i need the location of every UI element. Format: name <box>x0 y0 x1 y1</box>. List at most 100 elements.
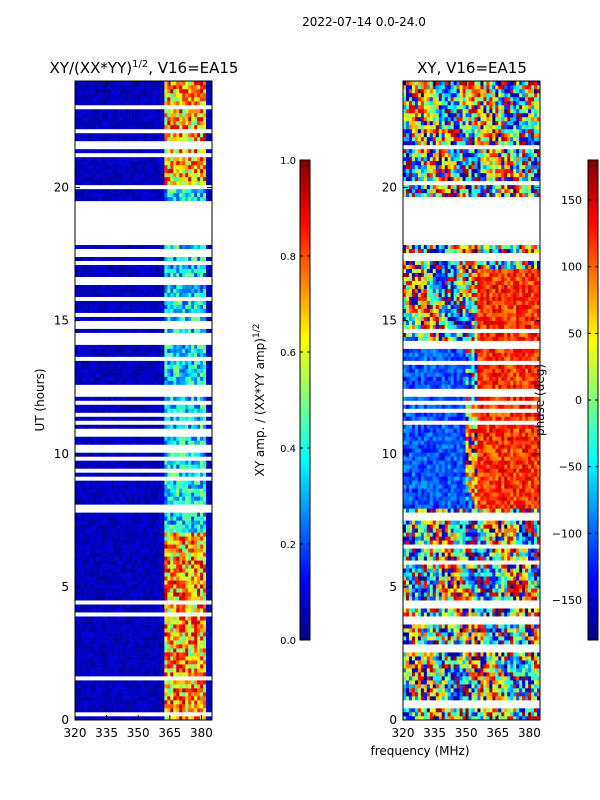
heatmap-cell <box>98 168 103 174</box>
heatmap-cell <box>143 604 147 609</box>
heatmap-cell <box>113 556 117 561</box>
heatmap-cell <box>116 364 120 369</box>
heatmap-cell <box>107 172 112 178</box>
heatmap-cell <box>209 256 213 262</box>
heatmap-cell <box>125 176 129 182</box>
heatmap-cell <box>113 524 117 529</box>
heatmap-gap-row <box>75 212 212 218</box>
heatmap-cell <box>95 484 100 489</box>
heatmap-cell <box>86 148 91 154</box>
heatmap-cell <box>98 556 103 561</box>
heatmap-cell <box>191 344 195 349</box>
heatmap-cell <box>134 396 138 401</box>
heatmap-cell <box>158 256 162 262</box>
heatmap-cell <box>80 488 85 493</box>
heatmap-cell <box>107 540 112 545</box>
heatmap-cell <box>158 168 162 174</box>
heatmap-cell <box>77 288 82 293</box>
heatmap-cell <box>89 604 94 609</box>
heatmap-cell <box>209 160 213 166</box>
heatmap-cell <box>134 100 138 106</box>
heatmap-cell <box>173 656 177 661</box>
heatmap-cell <box>134 576 138 581</box>
heatmap-cell <box>101 620 106 625</box>
heatmap-cell <box>155 668 159 673</box>
heatmap-cell <box>107 536 112 541</box>
heatmap-cell <box>80 696 85 701</box>
heatmap-cell <box>173 532 177 537</box>
heatmap-cell <box>188 380 192 385</box>
heatmap-cell <box>206 552 210 557</box>
heatmap-cell <box>158 424 162 429</box>
heatmap-cell <box>107 396 112 401</box>
heatmap-cell <box>176 292 180 297</box>
heatmap-cell <box>86 648 91 653</box>
heatmap-cell <box>119 716 123 721</box>
heatmap-cell <box>77 124 82 130</box>
heatmap-cell <box>77 592 82 597</box>
heatmap-cell <box>188 604 192 609</box>
heatmap-cell <box>83 112 88 118</box>
heatmap-cell <box>101 588 106 593</box>
heatmap-cell <box>128 464 132 469</box>
heatmap-cell <box>206 652 210 657</box>
heatmap-cell <box>98 660 103 665</box>
heatmap-cell <box>161 604 165 609</box>
heatmap-cell <box>75 192 79 198</box>
heatmap-cell <box>107 380 112 385</box>
heatmap-cell <box>161 692 165 697</box>
heatmap-cell <box>101 488 106 493</box>
heatmap-cell <box>125 552 129 557</box>
heatmap-cell <box>98 396 103 401</box>
heatmap-cell <box>86 592 91 597</box>
heatmap-cell <box>209 172 213 178</box>
heatmap-cell <box>191 96 195 102</box>
heatmap-cell <box>113 328 117 333</box>
heatmap-cell <box>101 440 106 445</box>
heatmap-cell <box>128 364 132 369</box>
heatmap-cell <box>128 308 132 313</box>
heatmap-cell <box>170 372 174 377</box>
heatmap-cell <box>86 460 91 465</box>
heatmap-cell <box>116 404 120 409</box>
heatmap-cell <box>188 168 192 174</box>
heatmap-cell <box>191 360 195 365</box>
heatmap-cell <box>200 632 204 637</box>
heatmap-cell <box>155 344 159 349</box>
heatmap-cell <box>182 272 186 277</box>
heatmap-cell <box>170 164 174 170</box>
heatmap-cell <box>95 704 100 709</box>
heatmap-cell <box>89 272 94 277</box>
heatmap-gap-row <box>75 428 212 433</box>
heatmap-cell <box>119 244 123 250</box>
heatmap-cell <box>110 572 115 577</box>
heatmap-cell <box>191 588 195 593</box>
heatmap-cell <box>155 692 159 697</box>
heatmap-cell <box>134 132 138 138</box>
heatmap-cell <box>125 464 129 469</box>
heatmap-cell <box>101 524 106 529</box>
heatmap-cell <box>194 396 198 401</box>
heatmap-cell <box>143 116 147 122</box>
heatmap-cell <box>107 136 112 142</box>
heatmap-cell <box>170 668 174 673</box>
heatmap-cell <box>182 148 186 154</box>
heatmap-cell <box>104 472 109 477</box>
heatmap-cell <box>83 608 88 613</box>
heatmap-cell <box>200 592 204 597</box>
heatmap-cell <box>83 692 88 697</box>
heatmap-cell <box>116 688 120 693</box>
heatmap-cell <box>188 624 192 629</box>
heatmap-cell <box>122 596 126 601</box>
heatmap-cell <box>173 304 177 309</box>
heatmap-cell <box>161 352 165 357</box>
heatmap-cell <box>209 648 213 653</box>
heatmap-cell <box>107 524 112 529</box>
heatmap-cell <box>197 132 201 138</box>
heatmap-cell <box>158 292 162 297</box>
heatmap-cell <box>158 524 162 529</box>
heatmap-cell <box>86 628 91 633</box>
heatmap-cell <box>128 460 132 465</box>
heatmap-cell <box>209 672 213 677</box>
heatmap-cell <box>188 172 192 178</box>
